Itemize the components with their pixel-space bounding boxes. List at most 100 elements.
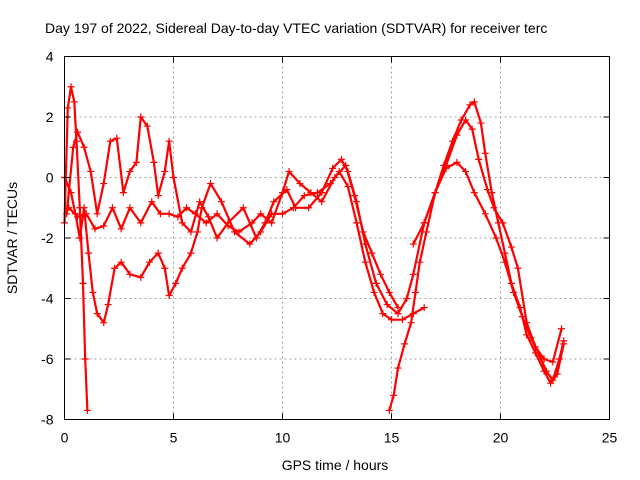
data-point [331, 174, 339, 181]
data-point [285, 167, 293, 175]
data-point [481, 149, 489, 157]
data-point [81, 355, 89, 363]
data-point [394, 304, 402, 312]
x-tick-label: 25 [602, 430, 618, 446]
data-point [126, 167, 134, 175]
data-point [246, 240, 254, 248]
data-point [403, 295, 411, 302]
data-point [296, 180, 304, 188]
data-point [377, 270, 385, 278]
data-point [407, 319, 415, 327]
data-point [183, 204, 191, 212]
data-point [398, 316, 406, 324]
data-point [462, 116, 470, 124]
data-point [422, 228, 430, 236]
data-point [401, 340, 409, 348]
data-point [411, 288, 419, 296]
series-track-2 [61, 167, 428, 327]
data-point [213, 210, 221, 218]
data-point [213, 234, 221, 242]
data-point [501, 249, 509, 257]
data-point [531, 349, 539, 357]
data-point [137, 113, 145, 121]
data-point [318, 198, 326, 206]
data-point [187, 249, 195, 257]
chart-title: Day 197 of 2022, Sidereal Day-to-day VTE… [45, 20, 547, 36]
x-tick-label: 20 [493, 430, 509, 446]
data-point [154, 249, 162, 257]
data-point [239, 204, 247, 212]
data-point [161, 264, 169, 272]
data-point [385, 288, 393, 296]
data-point [560, 340, 568, 348]
data-point [372, 279, 380, 287]
data-point [344, 183, 352, 191]
data-point [368, 249, 376, 257]
data-point [359, 228, 367, 236]
data-point [70, 98, 78, 106]
data-point [468, 125, 476, 133]
data-point [108, 204, 116, 212]
data-point [318, 189, 326, 197]
series-track-1 [61, 83, 91, 414]
data-point [196, 198, 204, 206]
data-point [113, 134, 121, 142]
data-point [390, 391, 398, 399]
data-point [126, 270, 134, 278]
data-point [146, 258, 154, 266]
y-tick-label: -4 [41, 291, 54, 307]
data-point [80, 204, 88, 212]
data-point [202, 219, 210, 227]
data-point [178, 264, 186, 272]
data-point [540, 355, 548, 363]
data-point [65, 204, 73, 212]
data-point [507, 243, 515, 251]
data-point [174, 213, 182, 221]
data-point [453, 131, 461, 139]
data-point [80, 143, 88, 151]
data-point [540, 367, 548, 375]
data-point [69, 143, 77, 151]
series-line [63, 170, 426, 324]
data-point [553, 370, 561, 378]
data-point [117, 225, 125, 233]
y-tick-label: 4 [46, 49, 54, 65]
data-point [104, 301, 112, 309]
data-point [279, 210, 286, 218]
y-tick-label: -8 [41, 412, 54, 428]
data-point [100, 180, 108, 188]
data-point [385, 406, 393, 414]
data-point [150, 158, 158, 166]
series-line [65, 115, 565, 382]
data-point [361, 258, 369, 266]
data-point [342, 161, 350, 169]
y-tick-label: 2 [46, 109, 54, 125]
data-point [91, 225, 99, 233]
data-point [117, 258, 125, 266]
data-point [420, 219, 428, 227]
x-tick-label: 10 [275, 430, 291, 446]
data-point [64, 104, 72, 112]
x-axis-label: GPS time / hours [282, 457, 389, 473]
data-point [257, 210, 265, 218]
data-point [119, 189, 127, 197]
series-track-6 [409, 116, 566, 366]
data-point [383, 301, 391, 309]
data-point [507, 279, 515, 287]
data-point [268, 219, 276, 227]
data-point [143, 122, 151, 130]
data-point [353, 219, 361, 227]
data-point [87, 167, 95, 175]
data-point [161, 167, 169, 175]
data-point [516, 304, 524, 312]
data-point [370, 288, 378, 296]
data-point [207, 180, 215, 188]
data-point [409, 240, 417, 248]
data-point [394, 364, 402, 372]
data-point [217, 198, 225, 206]
data-point [132, 158, 140, 166]
data-point [79, 279, 87, 287]
data-point [350, 192, 358, 200]
data-point [305, 204, 313, 212]
data-point [558, 325, 566, 333]
